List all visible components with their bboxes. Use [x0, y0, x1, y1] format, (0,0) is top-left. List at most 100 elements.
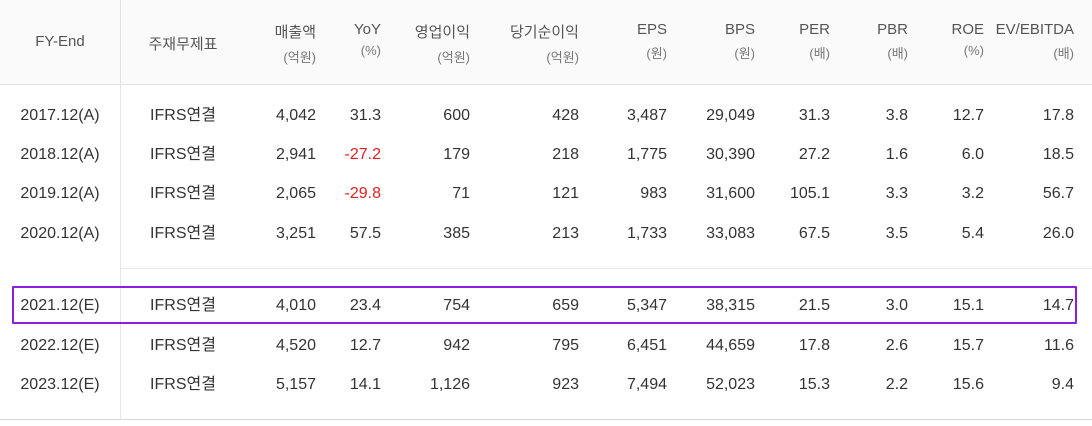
cell-eps: 3,487 [626, 107, 667, 124]
header-title: PER [799, 21, 830, 38]
cell-fy-end: 2021.12(E) [20, 297, 100, 314]
cell-operating-profit: 1,126 [429, 376, 470, 393]
cell-fy-end: 2017.12(A) [20, 107, 100, 124]
cell-per: 67.5 [798, 225, 830, 242]
header-unit: (배) [887, 46, 908, 61]
cell-operating-profit: 754 [443, 297, 470, 314]
cell-fy-end: 2019.12(A) [20, 185, 100, 202]
cell-revenue: 5,157 [275, 376, 316, 393]
cell-pbr: 3.3 [885, 185, 908, 202]
header-eps: EPS (원) [637, 21, 667, 62]
cell-roe: 12.7 [952, 107, 984, 124]
cell-eps: 5,347 [626, 297, 667, 314]
cell-eps: 6,451 [626, 337, 667, 354]
cell-per: 17.8 [798, 337, 830, 354]
cell-fy-end: 2018.12(A) [20, 146, 100, 163]
header-fy-end: FY-End [0, 33, 140, 50]
cell-net-income: 121 [552, 185, 579, 202]
cell-roe: 15.6 [952, 376, 984, 393]
cell-yoy: 23.4 [349, 297, 381, 314]
cell-pbr: 2.2 [885, 376, 908, 393]
cell-ev-ebitda: 56.7 [1042, 185, 1074, 202]
cell-ev-ebitda: 11.6 [1044, 337, 1074, 354]
cell-per: 105.1 [789, 185, 830, 202]
cell-bps: 29,049 [706, 107, 755, 124]
header-title: EV/EBITDA [995, 21, 1074, 38]
cell-operating-profit: 385 [443, 225, 470, 242]
header-title: EPS [636, 21, 667, 38]
cell-yoy: 12.7 [349, 337, 381, 354]
cell-fy-end: 2020.12(A) [20, 225, 100, 242]
table-bottom-border [0, 419, 1092, 420]
cell-net-income: 795 [552, 337, 579, 354]
cell-net-income: 659 [552, 297, 579, 314]
cell-net-income: 923 [552, 376, 579, 393]
cell-roe: 15.1 [952, 297, 984, 314]
cell-yoy: 57.5 [349, 225, 381, 242]
cell-statement: IFRS연결 [150, 297, 216, 314]
cell-ev-ebitda: 18.5 [1042, 146, 1074, 163]
header-per: PER (배) [799, 21, 830, 62]
cell-net-income: 428 [552, 107, 579, 124]
header-unit: (%) [360, 43, 381, 58]
cell-ev-ebitda: 9.4 [1051, 376, 1074, 393]
cell-statement: IFRS연결 [150, 225, 216, 242]
header-unit: (원) [734, 46, 755, 61]
table-body [0, 85, 1092, 420]
cell-revenue: 4,520 [275, 337, 316, 354]
cell-operating-profit: 179 [443, 146, 470, 163]
header-unit: (%) [963, 43, 984, 58]
cell-bps: 30,390 [706, 146, 755, 163]
cell-per: 15.3 [798, 376, 830, 393]
header-title: 주재무제표 [148, 36, 218, 53]
header-title: FY-End [35, 33, 85, 50]
cell-operating-profit: 942 [443, 337, 470, 354]
header-unit: (억원) [283, 50, 316, 65]
cell-pbr: 1.6 [885, 146, 908, 163]
cell-revenue: 2,941 [275, 146, 316, 163]
cell-yoy: 14.1 [349, 376, 381, 393]
header-unit: (억원) [437, 50, 470, 65]
cell-ev-ebitda: 14.7 [1042, 297, 1074, 314]
cell-yoy: -27.2 [344, 146, 381, 163]
cell-pbr: 2.6 [885, 337, 908, 354]
header-title: ROE [951, 21, 984, 38]
column-divider [120, 0, 121, 420]
cell-per: 27.2 [798, 146, 830, 163]
header-ev-ebitda: EV/EBITDA (배) [996, 21, 1074, 62]
header-title: PBR [877, 21, 908, 38]
header-unit: (억원) [546, 50, 579, 65]
cell-pbr: 3.8 [885, 107, 908, 124]
cell-statement: IFRS연결 [150, 185, 216, 202]
cell-eps: 7,494 [626, 376, 667, 393]
cell-eps: 983 [640, 185, 667, 202]
header-unit: (원) [646, 46, 667, 61]
cell-roe: 3.2 [961, 185, 984, 202]
cell-operating-profit: 71 [452, 185, 470, 202]
cell-bps: 44,659 [706, 337, 755, 354]
cell-per: 31.3 [798, 107, 830, 124]
cell-revenue: 4,042 [275, 107, 316, 124]
header-unit: (배) [1053, 46, 1074, 61]
cell-statement: IFRS연결 [150, 107, 216, 124]
cell-bps: 52,023 [706, 376, 755, 393]
cell-operating-profit: 600 [443, 107, 470, 124]
actual-estimate-divider [121, 268, 1092, 269]
header-operating-profit: 영업이익 (억원) [415, 21, 470, 66]
header-revenue: 매출액 (억원) [275, 21, 316, 66]
header-unit: (배) [809, 46, 830, 61]
header-title: BPS [724, 21, 755, 38]
cell-bps: 33,083 [706, 225, 755, 242]
cell-revenue: 3,251 [275, 225, 316, 242]
cell-yoy: 31.3 [349, 107, 381, 124]
cell-ev-ebitda: 17.8 [1042, 107, 1074, 124]
cell-per: 21.5 [798, 297, 830, 314]
header-title: 당기순이익 [509, 24, 579, 41]
cell-roe: 6.0 [961, 146, 984, 163]
cell-ev-ebitda: 26.0 [1042, 225, 1074, 242]
cell-bps: 38,315 [706, 297, 755, 314]
cell-fy-end: 2023.12(E) [20, 376, 100, 393]
cell-fy-end: 2022.12(E) [20, 337, 100, 354]
cell-pbr: 3.5 [885, 225, 908, 242]
